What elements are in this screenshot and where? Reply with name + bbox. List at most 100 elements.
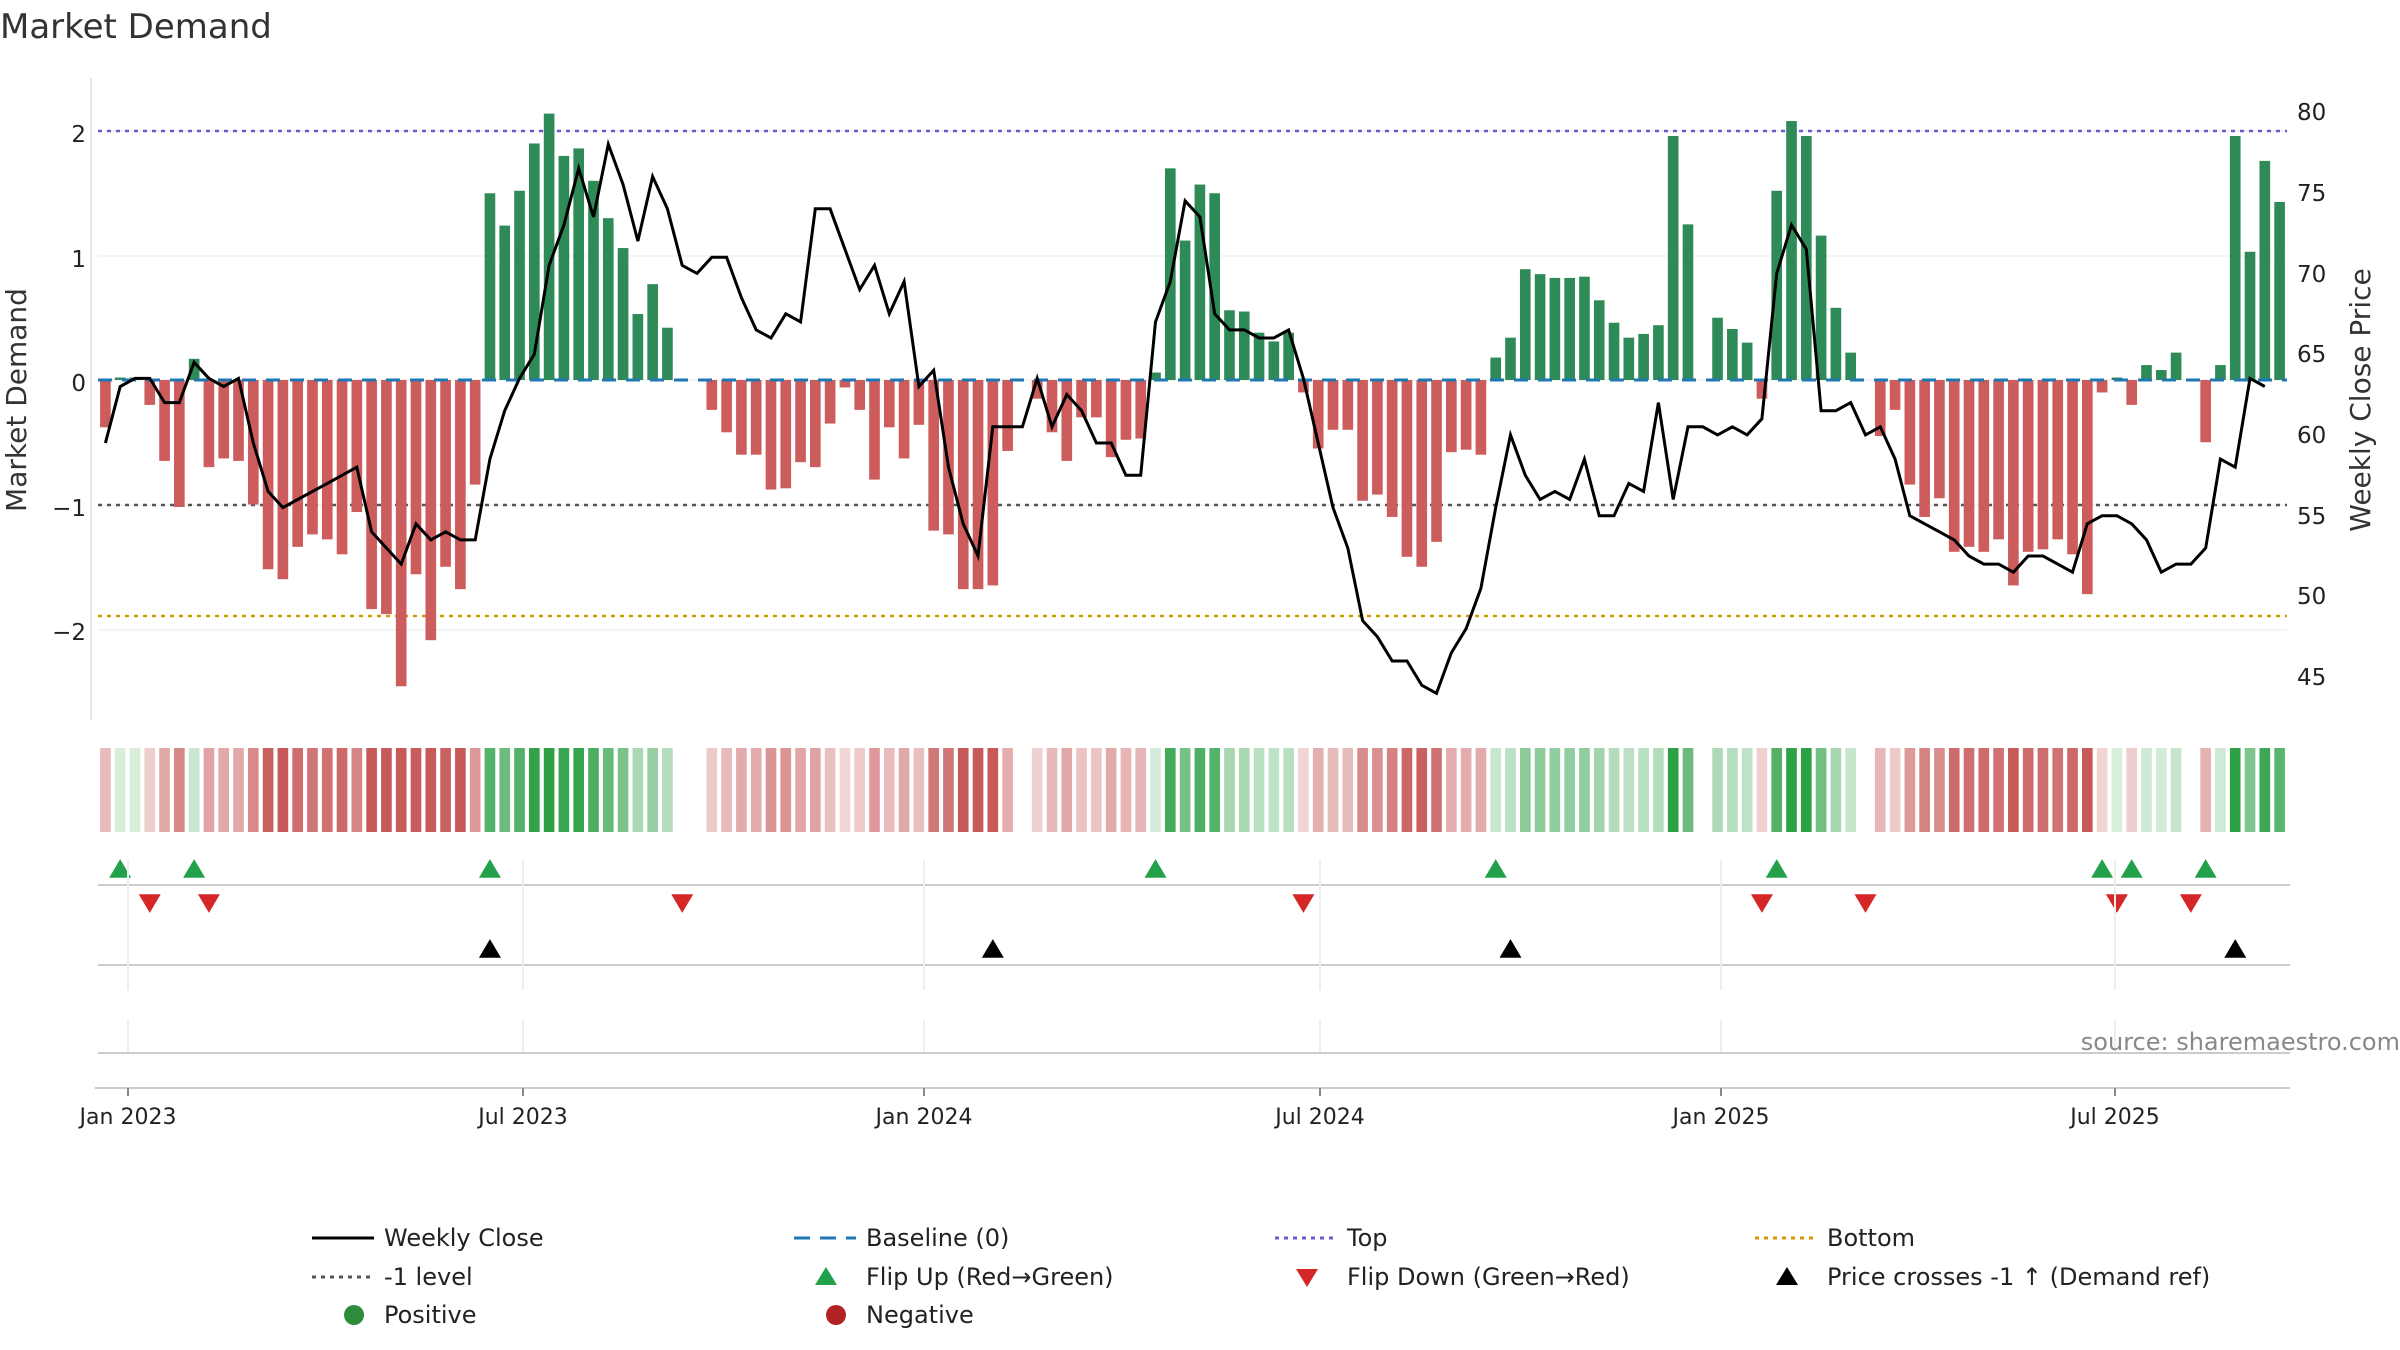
heat-cell	[957, 748, 969, 832]
demand-bar	[1031, 380, 1043, 399]
heat-cell	[1416, 748, 1428, 832]
demand-bar	[262, 380, 274, 570]
ytick-right-55: 55	[2297, 504, 2326, 530]
demand-bar	[647, 284, 658, 380]
demand-bar	[2082, 380, 2093, 595]
flip-up-marker	[2120, 859, 2143, 878]
demand-bar	[144, 380, 156, 405]
flip-up-marker	[478, 859, 501, 878]
x-tick-label: Jan 2024	[874, 1105, 973, 1130]
ytick-left-1: 1	[71, 247, 86, 273]
heat-cell	[972, 748, 984, 832]
demand-bar	[765, 380, 777, 490]
demand-bar	[277, 380, 289, 580]
heat-cell	[1401, 748, 1413, 832]
demand-bar	[1948, 380, 1960, 552]
demand-bar	[440, 380, 451, 567]
heat-cell	[1608, 748, 1620, 832]
heat-cell	[1564, 748, 1575, 832]
demand-bar	[484, 193, 496, 380]
demand-bar	[2215, 365, 2226, 380]
demand-bar	[898, 380, 910, 459]
legend-item: Weekly Close	[312, 1224, 544, 1252]
heat-cell	[898, 748, 910, 832]
heat-cell	[2037, 748, 2049, 832]
heat-cell	[662, 748, 673, 832]
heat-cell	[188, 748, 200, 832]
ytick-right-75: 75	[2297, 181, 2326, 207]
heat-cell	[1342, 748, 1354, 832]
demand-bar	[1253, 332, 1265, 380]
demand-bar	[1076, 380, 1087, 418]
flip-down-marker	[138, 894, 161, 913]
heat-cell	[1076, 748, 1087, 832]
ytick-right-70: 70	[2297, 262, 2326, 288]
heat-cell	[588, 748, 599, 832]
heat-cell	[2022, 748, 2034, 832]
demand-bar	[558, 155, 570, 380]
demand-bar	[1150, 372, 1161, 380]
heat-cell	[440, 748, 451, 832]
legend-label: Positive	[384, 1301, 477, 1329]
demand-bar	[1046, 380, 1058, 433]
heat-cell	[1874, 748, 1886, 832]
heat-cell	[2200, 748, 2211, 832]
demand-bar	[1756, 380, 1768, 399]
demand-bar	[602, 218, 614, 380]
heat-cell	[1061, 748, 1073, 832]
demand-bar	[824, 380, 836, 424]
flip-up-marker	[1765, 859, 1788, 878]
heat-cell	[455, 748, 466, 832]
legend-item: Top	[1275, 1224, 1388, 1252]
heat-cell	[2082, 748, 2093, 832]
heat-cell	[1771, 748, 1783, 832]
legend-label: Flip Down (Green→Red)	[1347, 1263, 1630, 1291]
flip-down-marker	[1854, 894, 1877, 913]
ytick-left-minus2: −2	[52, 620, 86, 646]
heat-cell	[780, 748, 792, 832]
demand-bar	[1623, 337, 1635, 380]
heat-cell	[1623, 748, 1635, 832]
heat-cell	[1593, 748, 1605, 832]
demand-bar	[1904, 380, 1916, 485]
heat-cell	[307, 748, 318, 832]
heat-cell	[129, 748, 141, 832]
demand-bar	[1298, 380, 1309, 393]
ytick-left-minus1: −1	[52, 496, 86, 522]
demand-bar	[1519, 269, 1531, 380]
demand-bar	[810, 380, 821, 468]
demand-bar	[425, 380, 437, 641]
x-tick-label: Jul 2025	[2068, 1105, 2160, 1130]
heat-cell	[883, 748, 895, 832]
heat-cell	[602, 748, 614, 832]
demand-bar	[1667, 135, 1679, 380]
heat-cell	[1549, 748, 1561, 832]
heat-cell	[381, 748, 392, 832]
heat-cell	[2141, 748, 2152, 832]
demand-bar	[1283, 332, 1294, 380]
demand-bar	[1446, 380, 1457, 453]
demand-bar	[1431, 380, 1442, 542]
demand-bar	[1579, 276, 1590, 380]
heat-cell	[2111, 748, 2123, 832]
demand-bar	[2244, 251, 2256, 380]
demand-bar	[1490, 357, 1502, 380]
legend-item: Bottom	[1755, 1224, 1915, 1252]
demand-bar	[1120, 380, 1132, 440]
legend-label: -1 level	[384, 1263, 473, 1291]
demand-bar	[2200, 380, 2211, 443]
demand-bar	[455, 380, 466, 590]
price-cross-marker	[2224, 939, 2247, 958]
heat-cell	[2274, 748, 2285, 832]
heat-cell	[1135, 748, 1147, 832]
heat-cell	[484, 748, 496, 832]
heat-cell	[1312, 748, 1324, 832]
demand-bar	[1874, 380, 1886, 437]
heat-cell	[218, 748, 230, 832]
ylabel-right: Weekly Close Price	[2344, 268, 2377, 531]
flip-up-marker	[183, 859, 206, 878]
heat-cell	[1919, 748, 1930, 832]
heat-cell	[425, 748, 437, 832]
legend-label: Negative	[866, 1301, 974, 1329]
heat-cell	[1505, 748, 1516, 832]
